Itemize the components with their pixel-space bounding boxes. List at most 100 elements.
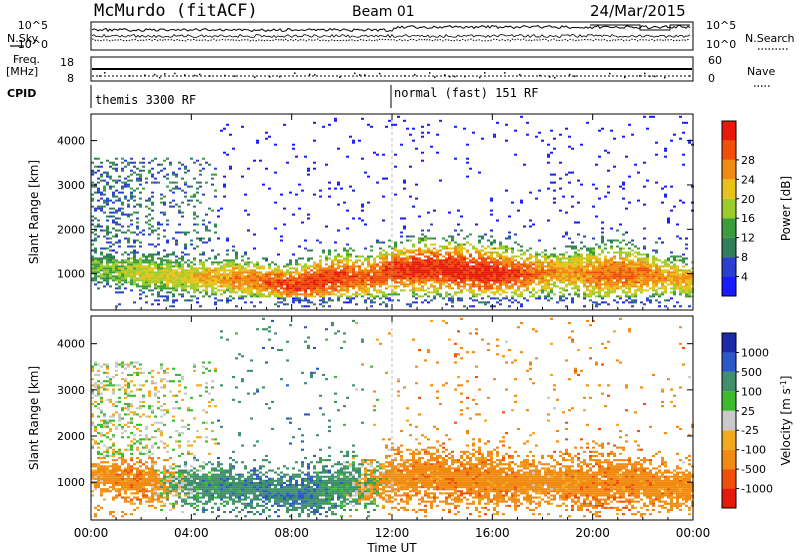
power-cell <box>661 277 664 280</box>
power-cell <box>295 289 298 292</box>
power-cell <box>298 183 301 186</box>
power-cell <box>571 245 574 248</box>
power-cell <box>595 187 598 190</box>
power-cell <box>307 265 310 268</box>
power-cell <box>436 289 439 292</box>
power-cell <box>199 281 202 284</box>
power-cell <box>226 265 229 268</box>
power-cell <box>637 279 640 282</box>
power-cell <box>625 243 628 246</box>
power-cell <box>451 301 454 304</box>
power-cell <box>118 275 121 278</box>
power-cell <box>580 253 583 256</box>
power-cell <box>352 275 355 278</box>
power-cell <box>196 271 199 274</box>
power-cell <box>133 239 136 242</box>
power-cell <box>511 265 514 268</box>
power-cell <box>391 285 394 288</box>
power-cell <box>349 281 352 284</box>
power-cell <box>127 161 130 164</box>
power-cell <box>634 269 637 272</box>
power-cell <box>118 279 121 282</box>
power-cell <box>520 293 523 296</box>
power-cell <box>508 285 511 288</box>
power-cell <box>241 273 244 276</box>
power-cell <box>106 201 109 204</box>
power-cell <box>238 273 241 276</box>
power-cell <box>442 283 445 286</box>
power-cell <box>448 271 451 274</box>
power-cell <box>232 291 235 294</box>
power-cell <box>265 283 268 286</box>
velocity-cell <box>97 407 100 410</box>
power-cell <box>517 261 520 264</box>
power-cell <box>388 297 391 300</box>
power-cell <box>634 277 637 280</box>
power-cell <box>433 275 436 278</box>
power-cell <box>385 267 388 270</box>
velocity-cell <box>109 473 112 476</box>
power-cell <box>385 253 388 256</box>
power-cell <box>256 281 259 284</box>
power-cell <box>481 291 484 294</box>
power-cell <box>598 245 601 248</box>
power-cell <box>106 199 109 202</box>
power-cell <box>193 271 196 274</box>
power-cell <box>343 267 346 270</box>
nave-dot <box>414 73 416 76</box>
power-cell <box>103 235 106 238</box>
power-cell <box>535 259 538 262</box>
velocity-cell <box>97 390 100 393</box>
power-cell <box>136 269 139 272</box>
power-cell <box>313 287 316 290</box>
power-cell <box>433 291 436 294</box>
power-cell <box>172 187 175 190</box>
power-cell <box>160 257 163 260</box>
power-cell <box>673 291 676 294</box>
power-cell <box>367 175 370 178</box>
power-cell <box>184 167 187 170</box>
power-cell <box>217 277 220 280</box>
power-cell <box>466 235 469 238</box>
power-cell <box>256 139 259 142</box>
velocity-cell <box>94 471 97 474</box>
power-cell <box>643 267 646 270</box>
power-cell <box>511 273 514 276</box>
power-cell <box>526 267 529 270</box>
power-cell <box>598 275 601 278</box>
power-cell <box>634 245 637 248</box>
power-cell <box>130 157 133 160</box>
power-cell <box>187 281 190 284</box>
power-cell <box>670 271 673 274</box>
power-cell <box>442 275 445 278</box>
power-cell <box>97 259 100 262</box>
power-cell <box>664 149 667 152</box>
power-cell <box>571 267 574 270</box>
power-cell <box>103 187 106 190</box>
power-cell <box>115 217 118 220</box>
power-cell <box>550 253 553 256</box>
power-cell <box>184 183 187 186</box>
power-cell <box>115 251 118 254</box>
power-cell <box>190 185 193 188</box>
power-cell <box>436 251 439 254</box>
power-cell <box>526 265 529 268</box>
power-cell <box>181 279 184 282</box>
power-cell <box>508 237 511 240</box>
power-cell <box>301 275 304 278</box>
power-cell <box>592 275 595 278</box>
power-cell <box>238 287 241 290</box>
power-cell <box>508 265 511 268</box>
power-cell <box>658 273 661 276</box>
power-cell <box>205 241 208 244</box>
power-cell <box>610 287 613 290</box>
power-cell <box>667 221 670 224</box>
power-cell <box>310 293 313 296</box>
power-cell <box>421 295 424 298</box>
power-cell <box>193 285 196 288</box>
power-cell <box>202 269 205 272</box>
power-cell <box>115 169 118 172</box>
velocity-cell <box>115 479 118 482</box>
power-cell <box>529 267 532 270</box>
power-cell <box>199 185 202 188</box>
